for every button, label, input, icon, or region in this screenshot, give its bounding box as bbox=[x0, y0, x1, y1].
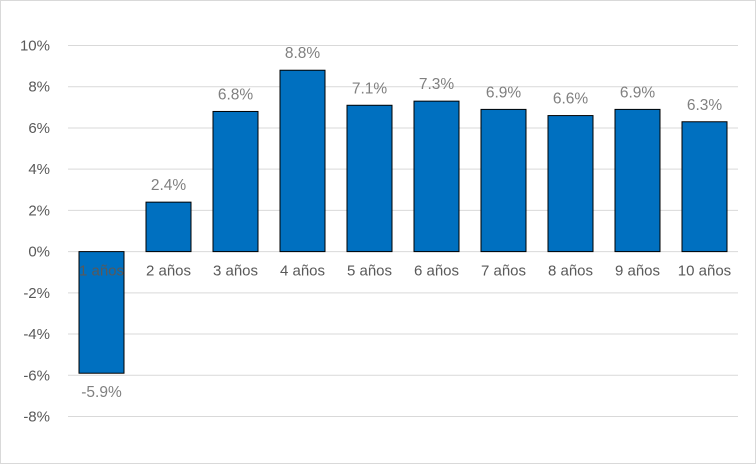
x-tick-label: 9 años bbox=[615, 263, 660, 280]
y-tick-label: 4% bbox=[28, 161, 50, 178]
data-labels: -5.9% 2.4% 6.8% 8.8% 7.1% 7.3% 6.9% 6.6% 6.9% 6.3… bbox=[81, 45, 722, 401]
y-tick-label: 2% bbox=[28, 202, 50, 219]
data-label: 6.3% bbox=[687, 97, 723, 114]
data-label: 6.9% bbox=[620, 84, 656, 101]
data-label: 6.8% bbox=[218, 86, 254, 103]
data-label: 7.1% bbox=[352, 80, 388, 97]
data-label: 2.4% bbox=[151, 177, 187, 194]
data-label: 6.6% bbox=[553, 91, 589, 108]
x-tick-label: 7 años bbox=[481, 263, 526, 280]
bar bbox=[145, 201, 192, 253]
x-tick-label: 1 años bbox=[79, 263, 124, 280]
x-tick-label: 5 años bbox=[347, 263, 392, 280]
y-tick-label: -6% bbox=[23, 367, 50, 384]
data-label: -5.9% bbox=[81, 384, 122, 401]
data-label: 6.9% bbox=[486, 84, 522, 101]
x-tick-label: 10 años bbox=[678, 263, 731, 280]
bar bbox=[480, 108, 527, 253]
bar bbox=[547, 115, 594, 253]
x-tick-label: 2 años bbox=[146, 263, 191, 280]
bar bbox=[614, 108, 661, 253]
bar bbox=[78, 251, 125, 374]
x-tick-label: 4 años bbox=[280, 263, 325, 280]
data-label: 8.8% bbox=[285, 45, 321, 62]
x-tick-label: 8 años bbox=[548, 263, 593, 280]
x-tick-label: 3 años bbox=[213, 263, 258, 280]
y-tick-label: 6% bbox=[28, 120, 50, 137]
gridlines bbox=[68, 45, 738, 417]
bar bbox=[212, 110, 259, 253]
bar bbox=[681, 121, 728, 253]
y-tick-label: 8% bbox=[28, 79, 50, 96]
bars bbox=[78, 69, 728, 374]
y-tick-label: -2% bbox=[23, 285, 50, 302]
bar bbox=[346, 104, 393, 253]
data-label: 7.3% bbox=[419, 76, 455, 93]
x-tick-label: 6 años bbox=[414, 263, 459, 280]
bar bbox=[279, 69, 326, 253]
bar bbox=[413, 100, 460, 253]
y-tick-label: 10% bbox=[20, 38, 50, 55]
y-tick-label: -4% bbox=[23, 326, 50, 343]
y-axis-ticks: 10% 8% 6% 4% 2% 0% -2% -4% -6% -8% bbox=[20, 38, 50, 426]
y-tick-label: -8% bbox=[23, 409, 50, 426]
x-axis-ticks: 1 años 2 años 3 años 4 años 5 años 6 años 7 añ… bbox=[79, 263, 731, 280]
y-tick-label: 0% bbox=[28, 244, 50, 261]
